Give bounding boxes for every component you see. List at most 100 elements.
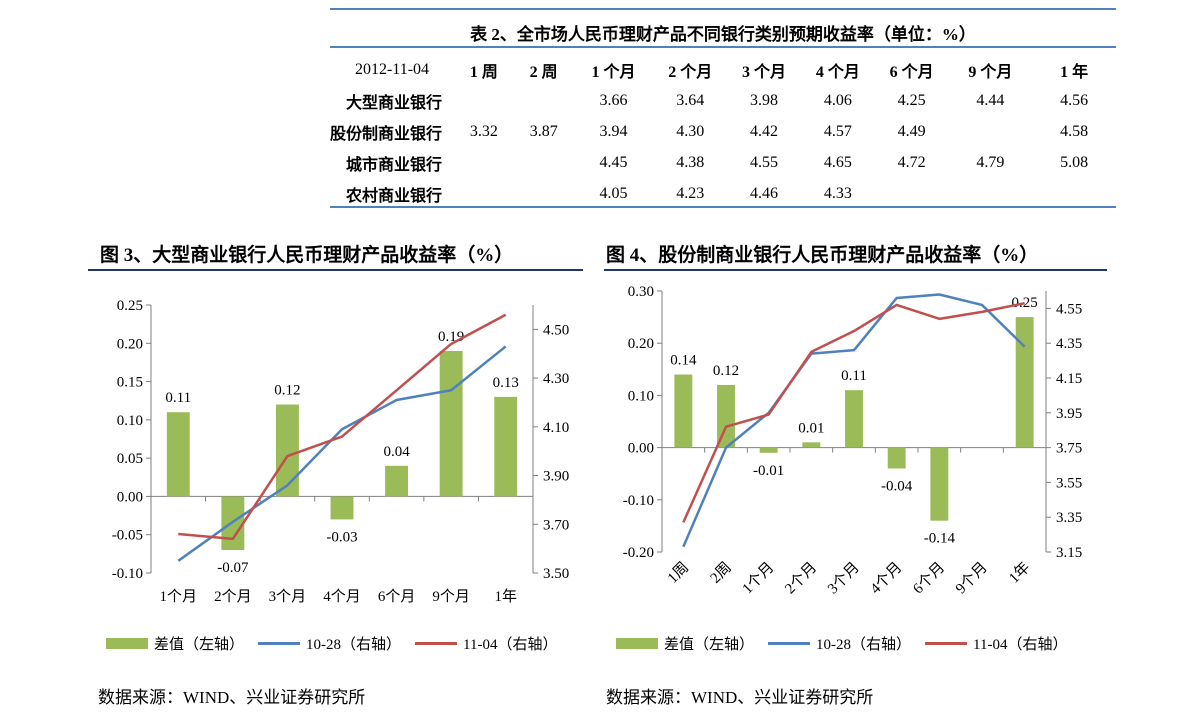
table-cell: 4.42: [750, 122, 779, 140]
table-cell: 4.56: [1060, 91, 1089, 109]
table-cell: 4.23: [676, 184, 705, 202]
category-label: 3个月: [269, 588, 307, 605]
table-cell: 3.64: [676, 91, 705, 109]
right-tick-label: 4.50: [543, 322, 569, 338]
left-tick-label: -0.05: [112, 528, 143, 544]
chart4-source: 数据来源：WIND、兴业证券研究所: [606, 688, 874, 707]
category-label: 2周: [707, 559, 735, 587]
table-date: 2012-11-04: [354, 60, 430, 78]
bar: [275, 404, 299, 497]
table-cell: 3.98: [750, 91, 779, 109]
right-tick-label: 3.15: [1056, 545, 1082, 561]
bar: [845, 390, 863, 448]
table-header-row: 2012-11-04 1 周 2 周 1 个月 2 个月 3 个月 4 个月 6 个月 9 个…: [330, 54, 1116, 85]
right-tick-label: 3.50: [543, 566, 569, 582]
table-cell: 4.72: [897, 153, 926, 171]
line-10-28: [177, 345, 507, 562]
table-cell: [949, 116, 1033, 147]
legend-swatch-bar: [106, 638, 148, 649]
category-label: 1个月: [160, 588, 198, 605]
line-10-28: [682, 293, 1026, 548]
right-tick-label: 3.95: [1056, 406, 1082, 422]
table-header-rule: [330, 46, 1116, 48]
legend-swatch-line: [258, 642, 301, 645]
table-row-label: 农村商业银行: [346, 187, 443, 205]
table-cell: [514, 178, 574, 209]
bar-data-label: 0.04: [383, 444, 410, 460]
left-tick-label: 0.25: [117, 298, 143, 314]
table-column-header: 1 个月: [591, 63, 636, 81]
category-label: 2个月: [214, 588, 252, 605]
chart4-title-rule: [604, 269, 1107, 271]
table-cell: [949, 178, 1033, 209]
category-label: 1年: [494, 588, 517, 605]
table-cell: 4.44: [976, 91, 1005, 109]
table-row-label: 股份制商业银行: [330, 125, 443, 143]
category-label: 3个月: [824, 559, 863, 598]
table-cell: 4.33: [823, 184, 852, 202]
table-cell: [514, 85, 574, 116]
table-cell: [1032, 178, 1116, 209]
table-cell: 4.57: [823, 122, 852, 140]
right-tick-label: 4.30: [543, 371, 569, 387]
chart3-plot: 0.25 0.20 0.15 0.10 0.05 0.00 -0.05 -0.10 4.50 4.…: [112, 298, 570, 605]
bar-data-label: 0.19: [438, 329, 464, 345]
legend-label: 差值（左轴）: [154, 637, 245, 653]
chart4-plot: 0.30 0.20 0.10 0.00 -0.10 -0.20 4.55 4.35 4.15 3.…: [623, 284, 1083, 598]
table-column-header: 9 个月: [968, 63, 1013, 81]
left-tick-label: 0.20: [117, 336, 143, 352]
table-cell: [454, 178, 514, 209]
chart4-legend: 差值（左轴） 10-28（右轴） 11-04（右轴）: [616, 633, 1081, 654]
bar: [330, 496, 354, 520]
bar-data-label: -0.04: [881, 478, 913, 494]
category-label: 9个月: [952, 559, 991, 598]
table-column-header: 1 年: [1060, 63, 1089, 81]
table-title: 表 2、全市场人民币理财产品不同银行类别预期收益率（单位：%）: [470, 25, 976, 44]
category-label: 2个月: [782, 559, 821, 598]
bar-data-label: 0.01: [798, 420, 824, 436]
right-tick-label: 3.55: [1056, 475, 1082, 491]
bar-data-label: 0.12: [713, 363, 739, 379]
legend-label: 10-28（右轴）: [816, 637, 912, 653]
chart3-title: 图 3、大型商业银行人民币理财产品收益率（%）: [100, 245, 514, 266]
legend-item-1028: 10-28（右轴）: [768, 633, 911, 654]
legend-item-diff: 差值（左轴）: [106, 633, 244, 654]
bar-data-label: 0.25: [1012, 295, 1038, 311]
table-cell: 4.49: [897, 122, 926, 140]
legend-label: 差值（左轴）: [664, 637, 755, 653]
right-tick-label: 4.10: [543, 420, 569, 436]
left-tick-label: 0.00: [628, 441, 654, 457]
bar: [930, 447, 949, 521]
line-11-04: [178, 313, 507, 541]
bar-data-label: 0.13: [493, 375, 519, 391]
right-tick-label: 4.55: [1056, 301, 1082, 317]
bar: [887, 447, 906, 469]
table-column-header: 2 周: [529, 63, 558, 81]
bar-data-label: -0.14: [924, 531, 956, 547]
bar: [717, 384, 735, 448]
right-tick-label: 3.75: [1056, 441, 1082, 457]
table-cell: 3.32: [469, 122, 498, 140]
legend-item-1104: 11-04（右轴）: [925, 633, 1067, 654]
bar: [494, 396, 518, 497]
right-tick-label: 3.35: [1056, 510, 1082, 526]
category-label: 9个月: [432, 588, 470, 605]
table-cell: 5.08: [1060, 153, 1089, 171]
category-label: 4个月: [323, 588, 361, 605]
chart3-title-rule: [88, 269, 583, 271]
category-label: 6个月: [378, 588, 416, 605]
table-row: 城市商业银行 4.45 4.38 4.55 4.65 4.72 4.79 5.08: [330, 147, 1116, 178]
line-11-04: [682, 301, 1025, 523]
table-top-rule: [330, 8, 1116, 10]
left-tick-label: 0.20: [628, 336, 654, 352]
bar: [385, 465, 409, 497]
left-tick-label: 0.00: [117, 489, 143, 505]
table-cell: [875, 178, 949, 209]
left-tick-label: -0.10: [623, 493, 654, 509]
legend-label: 11-04（右轴）: [463, 637, 558, 653]
chart3-legend: 差值（左轴） 10-28（右轴） 11-04（右轴）: [106, 633, 571, 654]
bar-data-label: 0.14: [670, 353, 697, 369]
table-cell: 4.05: [599, 184, 628, 202]
bar-data-label: 0.11: [165, 390, 191, 406]
right-tick-label: 3.70: [543, 517, 569, 533]
